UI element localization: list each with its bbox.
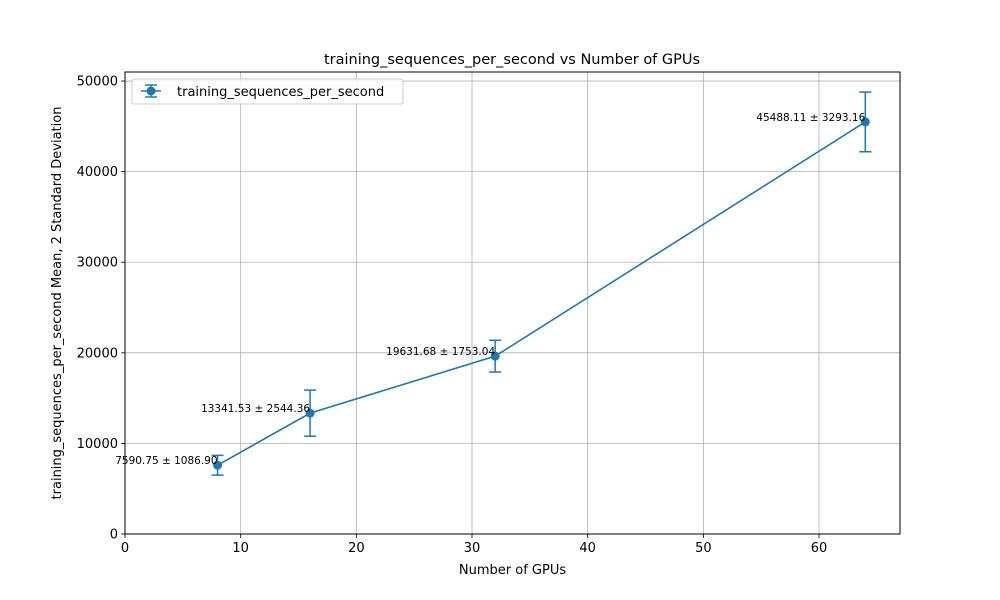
x-tick-label: 50 (695, 541, 712, 556)
y-axis-ticks: 0 10000 20000 30000 40000 50000 (77, 75, 125, 543)
y-tick-label: 10000 (77, 437, 118, 452)
legend: training_sequences_per_second (131, 78, 404, 105)
series-line (217, 121, 866, 466)
y-tick-label: 40000 (77, 165, 118, 180)
y-tick-label: 50000 (77, 75, 118, 90)
data-point (305, 408, 315, 418)
legend-marker (141, 84, 161, 98)
data-label: 45488.11 ± 3293.16 (756, 112, 865, 124)
y-tick-label: 30000 (77, 256, 118, 271)
legend-box (131, 78, 404, 105)
x-tick-label: 40 (579, 541, 596, 556)
y-tick-label: 0 (110, 528, 118, 543)
x-tick-label: 30 (464, 541, 481, 556)
x-axis-label: Number of GPUs (459, 563, 566, 578)
annotations: 7590.75 ± 1086.90 13341.53 ± 2544.36 19631… (115, 112, 865, 467)
x-tick-label: 0 (121, 541, 129, 556)
chart-title: training_sequences_per_second vs Number … (324, 52, 700, 68)
x-tick-label: 60 (811, 541, 828, 556)
plot-frame (124, 71, 901, 535)
data-point (860, 117, 870, 127)
data-label: 7590.75 ± 1086.90 (115, 455, 217, 467)
x-tick-label: 10 (232, 541, 249, 556)
x-tick-label: 20 (348, 541, 365, 556)
y-tick-label: 20000 (77, 346, 118, 361)
data-label: 13341.53 ± 2544.36 (201, 403, 310, 415)
data-point (490, 351, 500, 361)
data-point (213, 460, 223, 470)
series-layer (211, 91, 872, 476)
x-axis-ticks: 0 10 20 30 40 50 60 (121, 534, 827, 556)
legend-label: training_sequences_per_second (177, 85, 384, 100)
legend-point (146, 86, 156, 96)
y-axis-label: training_sequences_per_second Mean, 2 St… (50, 107, 65, 500)
data-label: 19631.68 ± 1753.04 (386, 346, 495, 358)
